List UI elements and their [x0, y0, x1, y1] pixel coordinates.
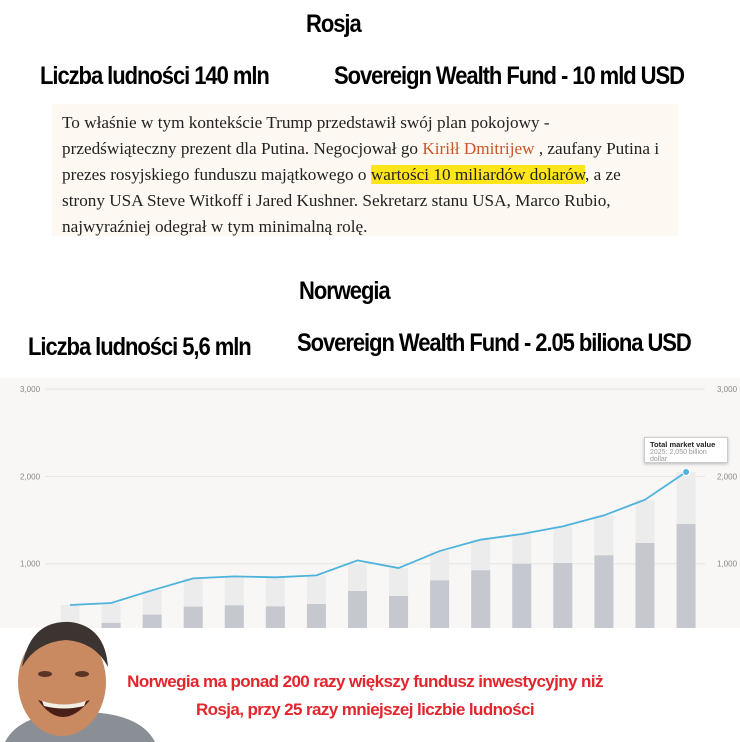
bar-lower: [430, 580, 450, 628]
russia-title: Rosja: [306, 10, 362, 38]
series-line: [69, 471, 687, 606]
bar-lower: [265, 606, 285, 628]
y-tick-right: 1,000: [717, 560, 738, 569]
tooltip-value: 2025: 2,050 billion dollar: [650, 449, 707, 463]
quote-link[interactable]: Kiriłł Dmitrijew: [422, 139, 535, 158]
bar-lower: [142, 614, 162, 628]
bar-lower: [594, 555, 614, 628]
bar-lower: [347, 591, 367, 628]
y-tick-right: 3,000: [717, 385, 738, 394]
bar-total: [101, 602, 121, 628]
article-quote: To właśnie w tym kontekście Trump przeds…: [52, 104, 678, 236]
bar-lower: [101, 622, 121, 628]
bar-lower: [553, 563, 573, 628]
quote-text: To właśnie w tym kontekście Trump przeds…: [62, 113, 550, 158]
quote-highlight: wartości 10 miliardów dolarów: [370, 165, 585, 184]
y-tick-left: 2,000: [20, 472, 41, 481]
quote-text: , zaufany Putina i prezes rosyjskiego fu…: [62, 139, 660, 184]
caption-line-1: Norwegia ma ponad 200 razy większy fundu…: [127, 672, 603, 691]
russia-population: Liczba ludności 140 mln: [40, 62, 270, 90]
quote-text: , a ze strony USA Steve Witkoff i Jared …: [62, 165, 621, 236]
highlight-point: [682, 468, 691, 477]
fund-chart: 1,000 1,000 2,000 2,000 3,000 3,000: [0, 378, 740, 628]
bar-lower: [471, 570, 491, 628]
bar-lower: [183, 606, 203, 628]
bar-lower: [512, 563, 532, 628]
norway-fund: Sovereign Wealth Fund - 2.05 biliona USD: [297, 329, 692, 357]
chart-svg: 1,000 1,000 2,000 2,000 3,000 3,000: [20, 385, 738, 628]
norway-population: Liczba ludności 5,6 mln: [28, 333, 252, 361]
bar-lower: [224, 605, 244, 628]
bar-lower: [676, 524, 696, 628]
bar-lower: [635, 543, 655, 628]
y-tick-left: 3,000: [20, 385, 41, 394]
laughing-man-image: [5, 621, 155, 742]
caption-line-2: Rosja, przy 25 razy mniejszej liczbie lu…: [195, 700, 535, 719]
russia-fund: Sovereign Wealth Fund - 10 mld USD: [334, 62, 685, 90]
bar-lower: [306, 604, 326, 628]
bar-lower: [389, 596, 409, 628]
y-tick-left: 1,000: [20, 560, 41, 569]
chart-tooltip: Total market value 2025: 2,050 billion d…: [644, 437, 728, 463]
y-tick-right: 2,000: [717, 472, 738, 481]
tooltip-title: Total market value: [650, 440, 716, 449]
norway-title: Norwegia: [299, 277, 391, 305]
